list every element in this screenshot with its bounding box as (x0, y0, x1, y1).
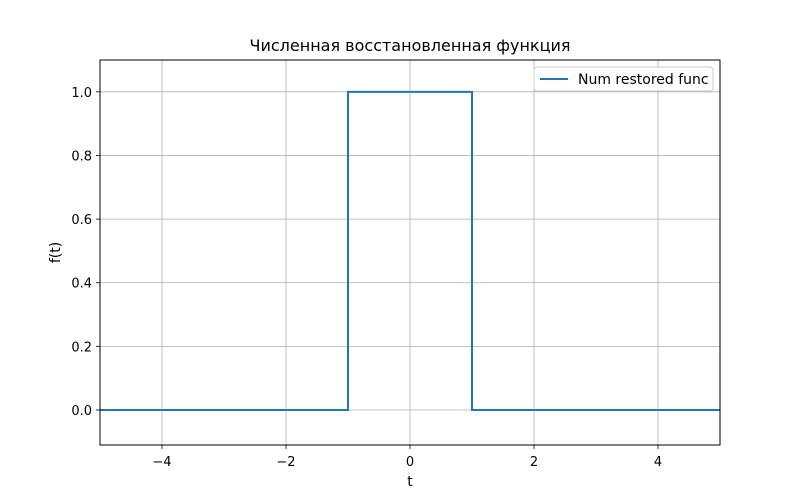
legend-entry-label: Num restored func (578, 72, 709, 88)
x-tick-label: −4 (152, 455, 171, 470)
y-axis-ticks: 0.0 0.2 0.4 0.6 0.8 1.0 (71, 86, 100, 419)
chart-title: Численная восстановленная функция (250, 36, 571, 55)
y-tick-label: 0.0 (71, 404, 92, 419)
y-tick-label: 0.4 (71, 277, 92, 292)
y-tick-label: 0.6 (71, 213, 92, 228)
x-tick-label: −2 (276, 455, 295, 470)
y-tick-label: 0.2 (71, 340, 92, 355)
y-axis-label: f(t) (48, 242, 64, 263)
y-tick-label: 0.8 (71, 149, 92, 164)
x-axis-label: t (407, 474, 413, 490)
x-tick-label: 2 (530, 455, 538, 470)
legend: Num restored func (533, 66, 714, 92)
y-tick-label: 1.0 (71, 86, 92, 101)
series-layer (100, 90, 720, 411)
x-tick-label: 4 (654, 455, 662, 470)
x-tick-label: 0 (406, 455, 414, 470)
series-line (100, 90, 720, 411)
x-axis-ticks: −4 −2 0 2 4 (152, 445, 662, 470)
legend-box (533, 66, 714, 92)
